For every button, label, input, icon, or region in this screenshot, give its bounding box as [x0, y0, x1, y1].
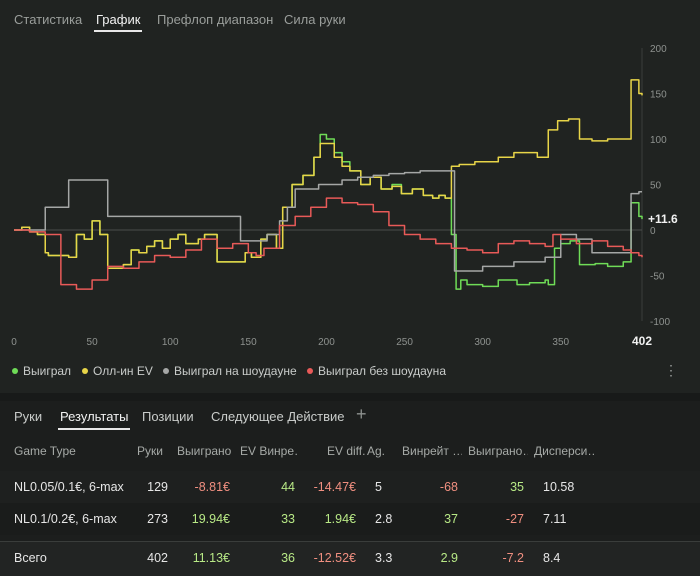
- x-tick-label: 50: [87, 337, 99, 348]
- cell-ev-diff: 1.94€: [324, 512, 356, 526]
- table-row[interactable]: NL0.05/0.1€, 6-max 129 -8.81€ 44 -14.47€…: [0, 471, 700, 503]
- legend-item-non-showdown[interactable]: Выиграл без шоудауна: [307, 364, 446, 378]
- series-line: [14, 197, 643, 290]
- y-tick-label: 100: [650, 135, 667, 146]
- chart-legend: Выиграл Олл-ин EV Выиграл на шоудауне Вы…: [12, 364, 662, 380]
- cell-ag: 5: [375, 480, 382, 494]
- cell-ev-winrate: 44: [281, 480, 295, 494]
- col-game-type[interactable]: Game Type: [14, 444, 76, 458]
- tab-next-action[interactable]: Следующее Действие: [211, 409, 345, 424]
- cell-hands: 129: [147, 480, 168, 494]
- cell-game-type: NL0.05/0.1€, 6-max: [14, 480, 124, 494]
- legend-dot-icon: [307, 368, 313, 374]
- tab-positions[interactable]: Позиции: [142, 409, 194, 424]
- y-tick-label: 200: [650, 44, 667, 55]
- legend-dot-icon: [82, 368, 88, 374]
- cell-ag: 2.8: [375, 512, 393, 526]
- y-tick-label: -100: [650, 317, 670, 328]
- x-tick-label: 100: [162, 337, 179, 348]
- cell-hands: 402: [147, 551, 168, 565]
- col-ev-diff[interactable]: EV diff.: [327, 444, 366, 458]
- chart-svg: 200 150 100 50 0 -50 -100 0 50 100 150 200 250 300 350…: [11, 44, 678, 348]
- tab-hands[interactable]: Руки: [14, 409, 43, 424]
- results-chart: 200 150 100 50 0 -50 -100 0 50 100 150 200 250 300 350…: [0, 36, 700, 356]
- col-hands[interactable]: Руки: [137, 444, 163, 458]
- results-panel: Руки Результаты Позиции Следующее Действ…: [0, 401, 700, 576]
- tab-preflop-range[interactable]: Префлоп диапазон: [157, 12, 274, 27]
- cell-won: -8.81€: [194, 480, 230, 494]
- col-won-2[interactable]: Выиграно…: [468, 444, 528, 458]
- section-divider: [0, 393, 700, 401]
- table-row[interactable]: NL0.1/0.2€, 6-max 273 19.94€ 33 1.94€ 2.…: [0, 503, 700, 535]
- legend-label: Выиграл без шоудауна: [318, 364, 446, 378]
- cell-won-2: 35: [510, 480, 524, 494]
- x-tick-label-current: 402: [632, 334, 652, 348]
- cell-variance: 8.4: [543, 551, 561, 565]
- x-tick-label: 250: [396, 337, 413, 348]
- legend-item-won[interactable]: Выиграл: [12, 364, 71, 378]
- x-tick-label: 0: [11, 337, 17, 348]
- x-tick-label: 350: [552, 337, 569, 348]
- legend-label: Выиграл: [23, 364, 72, 378]
- col-ev-winrate[interactable]: EV Винре…: [240, 444, 298, 458]
- col-variance[interactable]: Дисперси…: [534, 444, 594, 458]
- top-tab-bar: Статистика График Префлоп диапазон Сила …: [0, 0, 700, 36]
- cell-won-2: -7.2: [502, 551, 524, 565]
- cell-won: 19.94€: [191, 512, 230, 526]
- more-options-icon[interactable]: ⋮: [664, 362, 678, 378]
- end-value-label: +11.6: [648, 212, 678, 226]
- y-tick-label: -50: [650, 272, 665, 283]
- legend-label: Олл-ин EV: [93, 364, 153, 378]
- series-line: [14, 170, 642, 272]
- x-tick-label: 300: [474, 337, 491, 348]
- x-tick-label: 200: [318, 337, 335, 348]
- y-tick-label: 0: [650, 226, 656, 237]
- cell-ev-winrate: 33: [281, 512, 295, 526]
- legend-label: Выиграл на шоудауне: [174, 364, 297, 378]
- cell-ag: 3.3: [375, 551, 393, 565]
- cell-winrate: 37: [444, 512, 458, 526]
- cell-variance: 7.11: [543, 512, 567, 526]
- series-line: [14, 79, 643, 269]
- cell-game-type: NL0.1/0.2€, 6-max: [14, 512, 117, 526]
- legend-item-allin-ev[interactable]: Олл-ин EV: [82, 364, 153, 378]
- legend-dot-icon: [163, 368, 169, 374]
- cell-hands: 273: [147, 512, 168, 526]
- cell-winrate: 2.9: [440, 551, 458, 565]
- tab-chart[interactable]: График: [93, 12, 143, 32]
- table-total-row[interactable]: Всего 402 11.13€ 36 -12.52€ 3.3 2.9 -7.2…: [0, 541, 700, 576]
- col-won[interactable]: Выиграно: [177, 444, 232, 458]
- tab-results[interactable]: Результаты: [57, 409, 131, 430]
- y-tick-label: 150: [650, 90, 667, 101]
- cell-game-type: Всего: [14, 551, 47, 565]
- x-tick-label: 150: [240, 337, 257, 348]
- cell-winrate: -68: [439, 480, 458, 494]
- legend-item-showdown[interactable]: Выиграл на шоудауне: [163, 364, 297, 378]
- tab-statistics[interactable]: Статистика: [14, 12, 83, 27]
- cell-variance: 10.58: [543, 480, 575, 494]
- cell-won-2: -27: [505, 512, 524, 526]
- y-tick-label: 50: [650, 181, 662, 192]
- cell-ev-diff: -14.47€: [313, 480, 356, 494]
- cell-won: 11.13€: [192, 551, 230, 565]
- tab-hand-strength[interactable]: Сила руки: [284, 12, 346, 27]
- cell-ev-diff: -12.52€: [313, 551, 356, 565]
- cell-ev-winrate: 36: [281, 551, 295, 565]
- add-tab-icon[interactable]: +: [356, 404, 367, 424]
- legend-dot-icon: [12, 368, 18, 374]
- col-winrate[interactable]: Винрейт …: [402, 444, 462, 458]
- table-header: Game Type Руки Выиграно EV Винре… EV dif…: [0, 441, 700, 467]
- col-ag[interactable]: Ag.: [367, 444, 386, 458]
